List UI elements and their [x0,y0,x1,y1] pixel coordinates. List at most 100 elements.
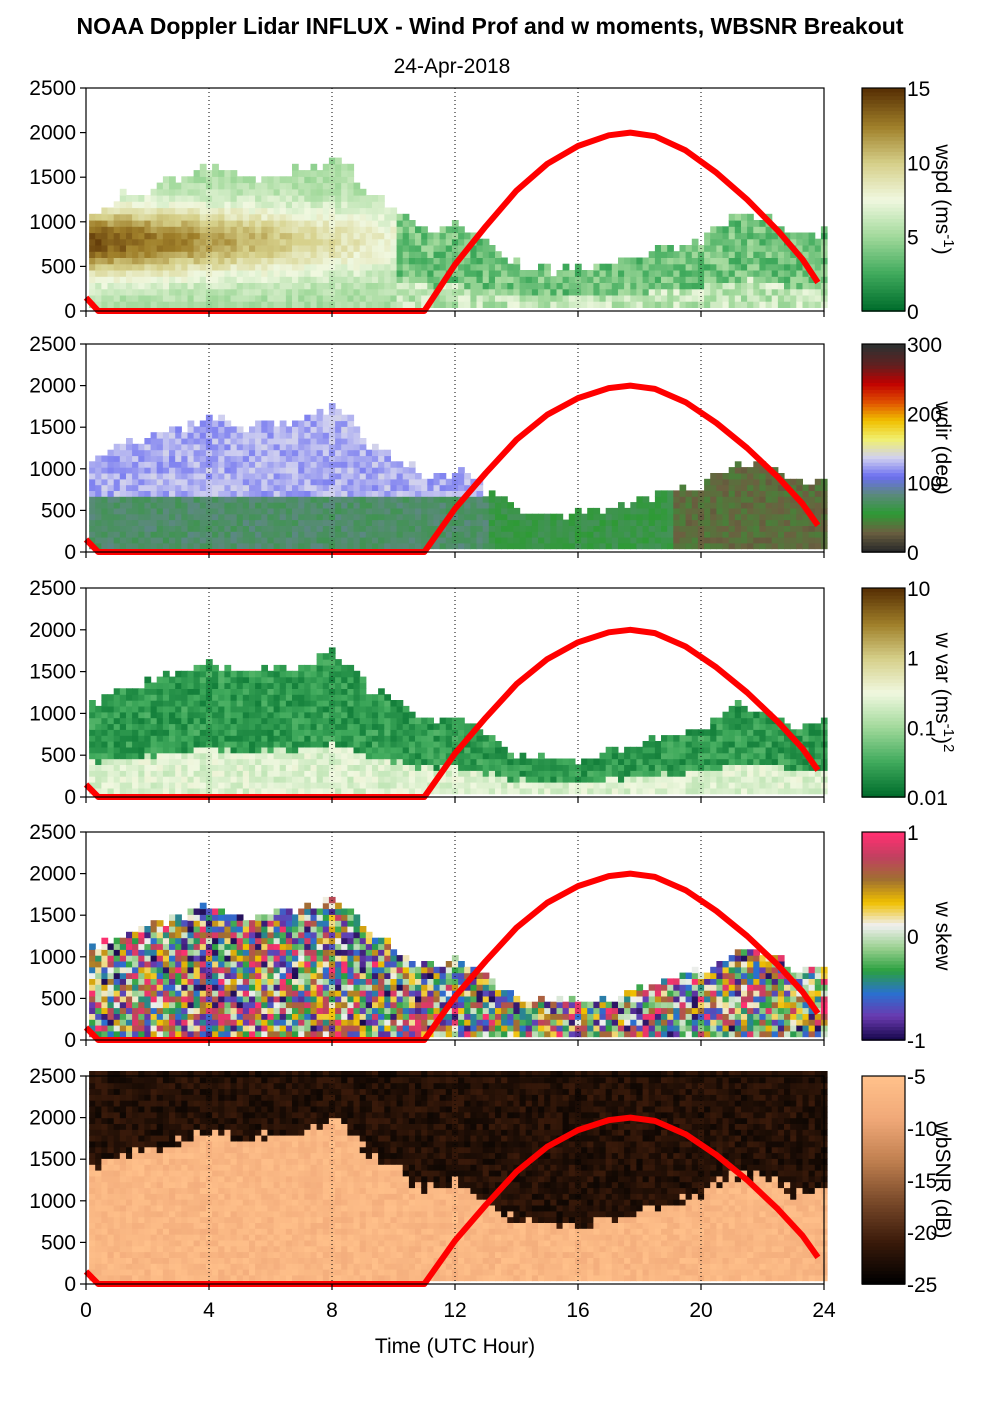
heatmap-cell [378,782,385,789]
heatmap-cell [685,507,693,515]
heatmap-cell [113,232,121,240]
heatmap-cell [255,467,262,474]
heatmap-cell [427,263,434,271]
heatmap-cell [322,443,330,451]
heatmap-cell [451,764,459,771]
heatmap-cell [212,257,219,265]
heatmap-cell [759,473,767,480]
heatmap-cell [716,478,724,486]
heatmap-cell [328,694,336,701]
heatmap-cell [119,729,127,736]
heatmap-cell [624,525,631,532]
heatmap-cell [654,537,662,544]
heatmap-cell [279,245,287,252]
heatmap-cell [95,519,102,526]
heatmap-cell [255,220,262,227]
heatmap-cell [759,542,767,550]
heatmap-cell [138,490,146,497]
heatmap-cell [501,787,508,795]
y-tick-label: 1500 [29,166,76,189]
heatmap-cell [408,770,416,777]
heatmap-cell [138,735,146,742]
heatmap-cell [261,443,268,451]
heatmap-cell [562,531,570,538]
heatmap-cell [169,438,176,445]
heatmap-cell [384,711,391,719]
heatmap-cell [218,770,225,777]
heatmap-cell [316,201,324,209]
heatmap-cell [439,746,447,754]
heatmap-cell [691,276,699,283]
heatmap-cell [273,542,281,550]
heatmap-cell [316,758,324,765]
heatmap-cell [513,782,521,789]
heatmap-cell [777,507,785,515]
heatmap-cell [359,746,367,754]
heatmap-cell [771,245,779,252]
heatmap-cell [679,484,687,491]
heatmap-cell [747,542,754,550]
heatmap-cell [427,717,434,725]
heatmap-cell [310,426,318,433]
heatmap-cell [273,220,281,227]
heatmap-cell [236,770,244,777]
heatmap-cell [205,531,213,538]
heatmap-cell [722,513,730,521]
heatmap-cell [224,257,232,265]
heatmap-cell [341,688,348,695]
heatmap-cell [310,201,318,209]
heatmap-cell [316,717,324,725]
heatmap-cell [322,735,330,742]
heatmap-cell [796,288,803,296]
heatmap-cell [808,282,816,290]
heatmap-cell [119,537,127,544]
heatmap-cell [581,301,588,308]
heatmap-cell [642,301,650,308]
heatmap-cell [205,438,213,445]
heatmap-cell [728,220,736,227]
heatmap-cell [132,711,139,719]
heatmap-cell [199,746,207,754]
heatmap-cell [421,782,428,789]
heatmap-cell [218,182,225,190]
heatmap-cell [212,484,219,491]
heatmap-cell [451,519,459,526]
heatmap-cell [359,507,367,515]
heatmap-cell [132,717,139,725]
heatmap-cell [439,537,447,544]
heatmap-cell [808,251,816,258]
heatmap-cell [378,496,385,503]
heatmap-cell [507,502,514,509]
heatmap-cell [255,676,262,684]
heatmap-cell [150,213,158,221]
heatmap-cell [341,263,348,271]
heatmap-cell [218,467,225,474]
heatmap-cell [335,711,342,719]
heatmap-cell [236,496,244,503]
heatmap-cell [753,232,760,240]
heatmap-cell [495,301,502,308]
colorbar-swatch [862,357,905,363]
colorbar-swatch [862,221,905,227]
heatmap-cell [212,455,219,462]
heatmap-cell [378,705,385,713]
heatmap-cell [316,537,324,544]
heatmap-cell [113,723,121,730]
heatmap-cell [187,752,195,760]
heatmap-cell [322,182,330,190]
heatmap-cell [119,507,127,515]
heatmap-cell [777,276,785,283]
heatmap-cell [242,276,250,283]
heatmap-cell [372,525,379,532]
heatmap-cell [249,294,256,302]
heatmap-cell [304,741,311,748]
heatmap-cell [372,705,379,713]
heatmap-cell [581,542,588,550]
heatmap-cell [372,764,379,771]
heatmap-cell [249,770,256,777]
heatmap-cell [341,473,348,480]
chart-subtitle: 24-Apr-2018 [394,55,511,78]
heatmap-cell [230,752,238,760]
heatmap-cell [550,782,558,789]
heatmap-cell [476,764,484,771]
